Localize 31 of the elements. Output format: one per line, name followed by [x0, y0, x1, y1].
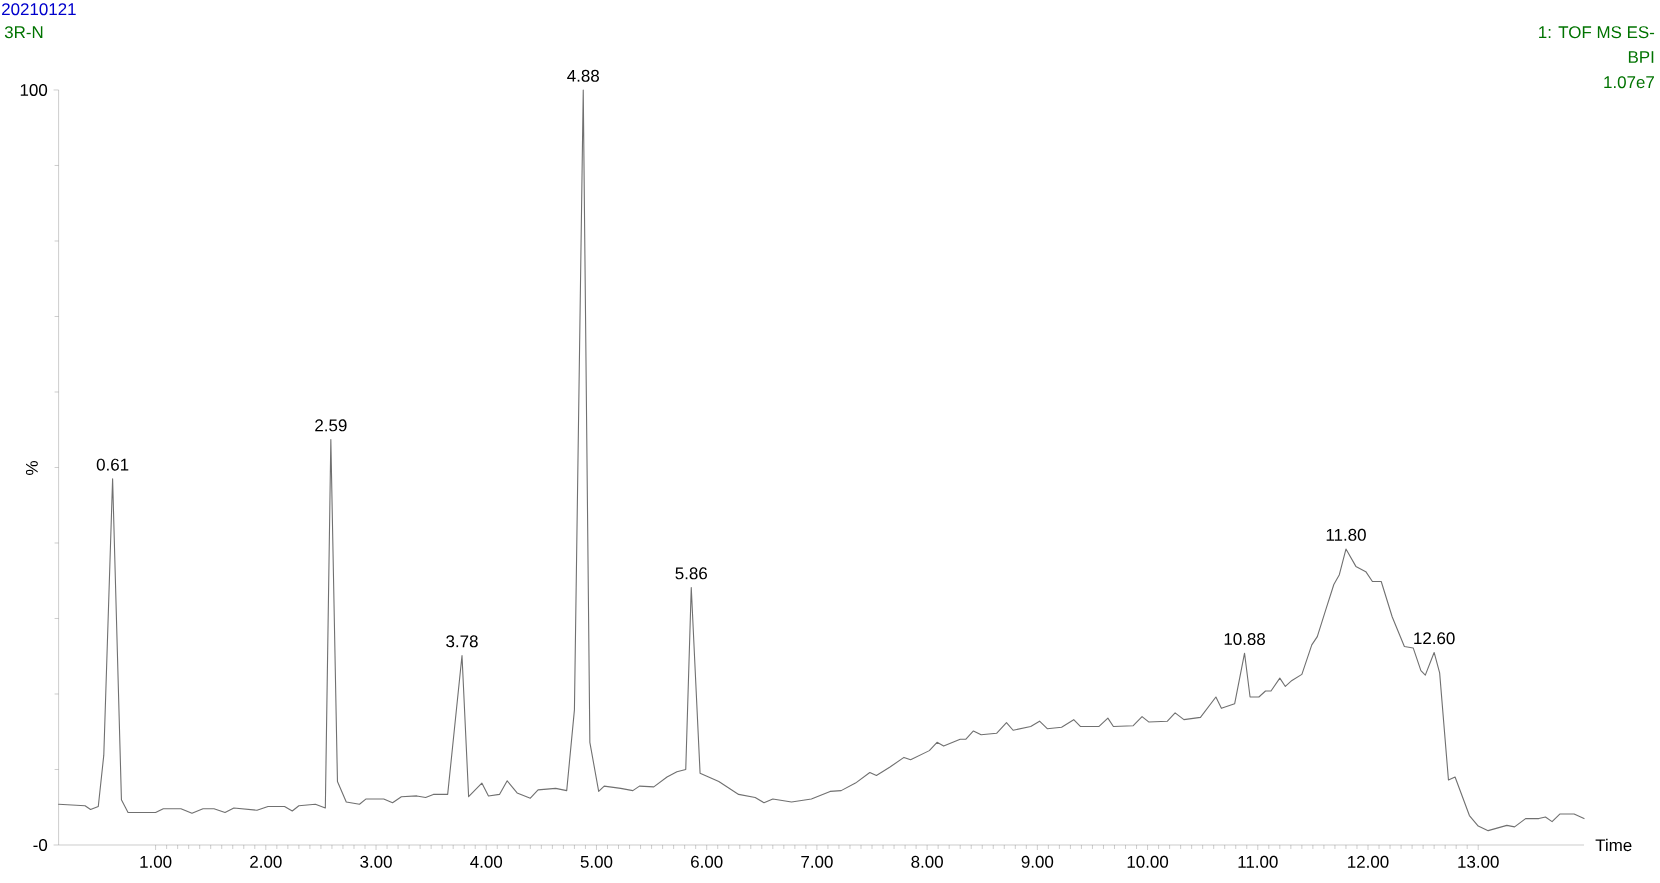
x-tick-label: 4.00 [470, 855, 503, 868]
annotation: 11.80 [1326, 528, 1366, 541]
annotation: 0.61 [96, 458, 129, 471]
x-tick-label: 6.00 [691, 855, 723, 868]
x-tick-label: 2.00 [250, 855, 282, 868]
y-tick-label: -0 [33, 839, 48, 851]
x-tick-label: 3.00 [360, 855, 392, 868]
x-axis-title: Time [1595, 838, 1632, 852]
x-tick-label: 10.00 [1127, 855, 1169, 868]
x-tick-label: 12.00 [1348, 855, 1389, 868]
x-tick-label: 5.00 [580, 855, 613, 868]
text: BPI [1628, 51, 1654, 63]
annotation: 4.88 [567, 69, 599, 82]
annotation: 12.60 [1414, 632, 1455, 645]
annotation: 5.86 [675, 567, 707, 580]
x-tick-label: 11.00 [1238, 855, 1278, 868]
text: 1: TOF MS ES- [1539, 26, 1655, 39]
text: 1.07e7 [1604, 76, 1654, 89]
chart-title: 20210121 [2, 3, 76, 16]
annotation: 3.78 [446, 635, 478, 648]
x-tick-label: 13.00 [1458, 855, 1499, 868]
x-tick-label: 1.00 [140, 855, 172, 868]
x-tick-label: 8.00 [911, 855, 943, 868]
line-series [58, 89, 1585, 832]
y-axis-title: % [25, 461, 38, 475]
annotation: 10.88 [1224, 633, 1266, 646]
x-tick-label: 7.00 [801, 855, 833, 868]
y-tick-label: 100 [20, 83, 48, 96]
annotation: 2.59 [315, 419, 347, 432]
chart-subtitle: 3R-N [4, 26, 43, 39]
x-tick-label: 9.00 [1021, 855, 1054, 868]
